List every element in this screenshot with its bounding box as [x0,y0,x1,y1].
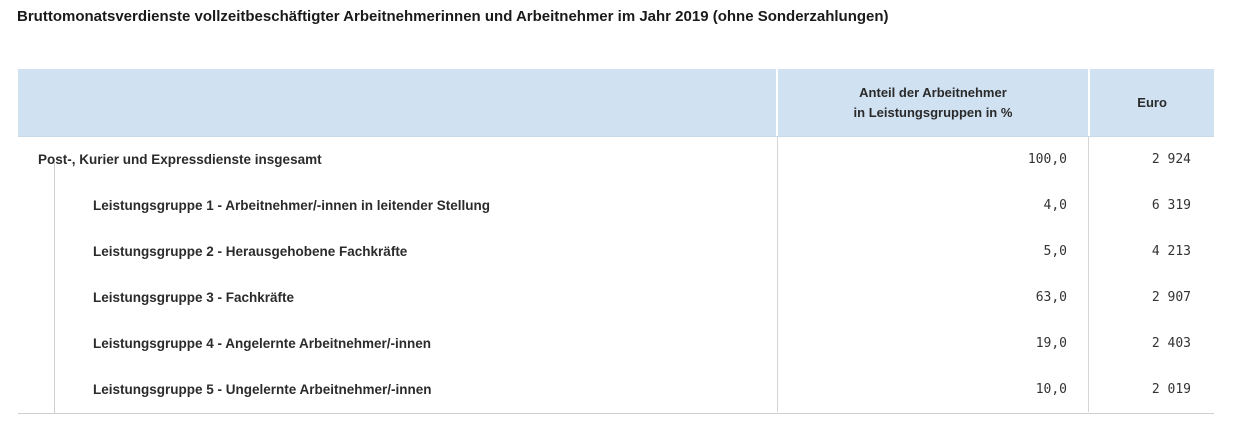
row-euro: 4 213 [1088,228,1212,274]
header-label-column [18,69,776,136]
header-share-line1: Anteil der Arbeitnehmer [859,84,1007,100]
row-label: Leistungsgruppe 1 - Arbeitnehmer/-innen … [93,197,491,213]
table-bottom-divider [18,413,1214,414]
row-euro: 2 924 [1088,137,1212,182]
row-euro: 2 907 [1088,274,1212,320]
row-label: Leistungsgruppe 3 - Fachkräfte [93,289,295,305]
table-title: Bruttomonatsverdienste vollzeitbeschäfti… [17,8,889,25]
table-row: Leistungsgruppe 5 - Ungelernte Arbeitneh… [18,366,1214,412]
header-share-line2: in Leistungsgruppen in % [853,104,1013,120]
earnings-table: Anteil der Arbeitnehmer in Leistungsgrup… [18,69,1214,412]
row-share: 100,0 [777,137,1088,182]
row-euro: 2 019 [1088,366,1212,412]
row-label: Leistungsgruppe 2 - Herausgehobene Fachk… [93,243,408,259]
row-label: Post-, Kurier und Expressdienste insgesa… [38,152,322,167]
row-label: Leistungsgruppe 4 - Angelernte Arbeitneh… [93,335,432,351]
row-share: 10,0 [777,366,1088,412]
row-share: 63,0 [777,274,1088,320]
header-share-column: Anteil der Arbeitnehmer in Leistungsgrup… [775,69,1088,136]
header-euro-column: Euro [1088,69,1214,136]
table-row: Leistungsgruppe 3 - Fachkräfte 63,0 2 90… [18,274,1214,320]
table-row-total: Post-, Kurier und Expressdienste insgesa… [18,137,1214,182]
table-row: Leistungsgruppe 1 - Arbeitnehmer/-innen … [18,182,1214,228]
row-label: Leistungsgruppe 5 - Ungelernte Arbeitneh… [93,381,432,397]
row-euro: 2 403 [1088,320,1212,366]
table-row: Leistungsgruppe 2 - Herausgehobene Fachk… [18,228,1214,274]
indent-divider [54,162,55,413]
table-row: Leistungsgruppe 4 - Angelernte Arbeitneh… [18,320,1214,366]
row-share: 5,0 [777,228,1088,274]
row-euro: 6 319 [1088,182,1212,228]
table-header: Anteil der Arbeitnehmer in Leistungsgrup… [18,69,1214,137]
row-share: 19,0 [777,320,1088,366]
row-share: 4,0 [777,182,1088,228]
